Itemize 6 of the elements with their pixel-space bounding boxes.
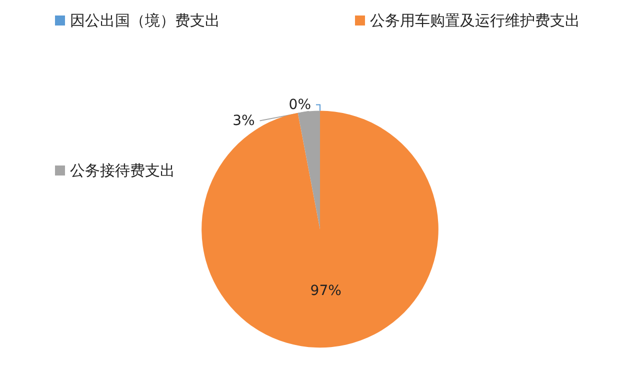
- legend-label: 公务用车购置及运行维护费支出: [370, 12, 580, 30]
- data-label: 97%: [310, 283, 342, 300]
- data-label: 3%: [232, 112, 255, 129]
- legend-label: 公务接待费支出: [70, 162, 175, 180]
- text: 0%: [288, 96, 311, 113]
- legend-label: 因公出国（境）费支出: [70, 12, 220, 30]
